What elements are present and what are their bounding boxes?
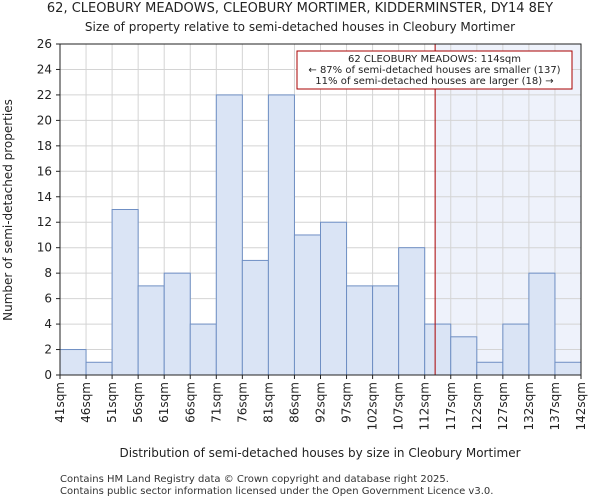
larger-region-highlight [435,44,581,375]
bar-102sqm [372,285,400,376]
x-ticks: 41sqm 46sqm 51sqm 56sqm 61sqm 66sqm 71sqm 76sqm… [53,375,588,430]
bar-86sqm [293,234,322,376]
bar-61sqm [163,272,191,376]
bar-117sqm [450,336,478,376]
chart-subtitle: Size of property relative to semi-detach… [85,20,515,34]
x-tick-label-97sqm: 97sqm [340,382,354,423]
x-tick-label-127sqm: 127sqm [496,382,510,430]
bar-56sqm [137,285,165,376]
bars [59,94,582,376]
x-tick-label-41sqm: 41sqm [53,382,67,423]
bar-122sqm [476,361,504,376]
x-tick-label-92sqm: 92sqm [314,382,328,423]
y-tick-label: 0 [44,368,52,382]
y-axis-label: Number of semi-detached properties [1,99,15,321]
annotation-line-2: ← 87% of semi-detached houses are smalle… [308,65,560,76]
x-tick-label-76sqm: 76sqm [235,382,249,423]
x-tick-label-51sqm: 51sqm [105,382,119,423]
x-tick-label-81sqm: 81sqm [261,382,275,423]
footer-line-1: Contains HM Land Registry data © Crown c… [60,474,449,485]
chart-title: 62, CLEOBURY MEADOWS, CLEOBURY MORTIMER,… [47,1,553,16]
y-tick-label: 2 [44,343,52,357]
x-tick-label-132sqm: 132sqm [522,382,536,430]
bar-71sqm [215,94,243,376]
x-tick-label-122sqm: 122sqm [470,382,484,430]
x-axis-label: Distribution of semi-detached houses by … [119,446,520,460]
y-tick-label: 4 [44,317,52,331]
bar-66sqm [189,323,217,376]
x-tick-label-137sqm: 137sqm [548,382,562,430]
bar-127sqm [502,323,530,376]
y-tick-label: 20 [37,113,52,127]
x-tick-label-102sqm: 102sqm [366,382,380,430]
x-tick-label-86sqm: 86sqm [287,382,301,423]
bar-137sqm [554,361,582,376]
y-tick-label: 26 [37,37,52,51]
x-tick-label-112sqm: 112sqm [418,382,432,430]
y-tick-label: 18 [37,139,52,153]
bar-97sqm [346,285,374,376]
y-tick-label: 12 [37,215,52,229]
y-tick-label: 22 [37,88,52,102]
x-tick-label-66sqm: 66sqm [183,382,197,423]
y-tick-label: 14 [37,190,52,204]
annotation-box: 62 CLEOBURY MEADOWS: 114sqm ← 87% of sem… [296,50,573,90]
bar-92sqm [320,221,348,376]
y-tick-label: 8 [44,266,52,280]
annotation-line-1: 62 CLEOBURY MEADOWS: 114sqm [348,54,521,65]
y-tick-label: 16 [37,164,52,178]
bar-132sqm [528,272,556,376]
x-tick-label-142sqm: 142sqm [574,382,588,430]
bar-107sqm [398,247,426,376]
bar-41sqm [59,349,87,376]
bar-112sqm [424,323,452,376]
y-tick-label: 10 [37,241,52,255]
bar-81sqm [267,94,295,376]
bar-51sqm [111,209,139,376]
x-tick-label-107sqm: 107sqm [392,382,406,430]
x-tick-label-61sqm: 61sqm [157,382,171,423]
x-tick-label-56sqm: 56sqm [131,382,145,423]
bar-46sqm [85,361,113,376]
x-tick-label-46sqm: 46sqm [79,382,93,423]
footer-line-2: Contains public sector information licen… [60,486,493,497]
x-tick-label-71sqm: 71sqm [209,382,223,423]
bar-76sqm [241,259,269,376]
annotation-line-3: 11% of semi-detached houses are larger (… [315,76,553,87]
y-tick-label: 6 [44,292,52,306]
x-tick-label-117sqm: 117sqm [444,382,458,430]
y-tick-label: 24 [37,62,52,76]
